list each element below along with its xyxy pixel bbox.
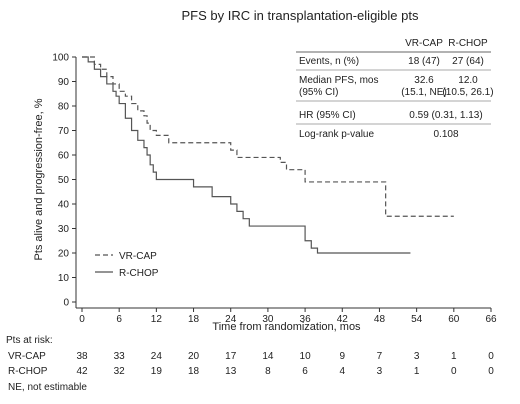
stats-row-value: 32.6: [414, 75, 434, 86]
stats-row-label: (95% CI): [299, 87, 338, 98]
x-tick-label: 42: [337, 314, 349, 325]
risk-value: 3: [414, 351, 420, 362]
risk-value: 14: [262, 351, 274, 362]
x-tick-label: 18: [188, 314, 200, 325]
risk-value: 3: [377, 366, 383, 377]
y-tick-label: 90: [58, 77, 70, 88]
risk-value: 20: [188, 351, 200, 362]
stats-table: VR-CAP R-CHOP Events, n (%) 18 (47) 27 (64) M…: [296, 38, 494, 140]
risk-value: 9: [339, 351, 345, 362]
x-tick-label: 60: [448, 314, 460, 325]
risk-value: 32: [114, 366, 126, 377]
risk-value: 7: [377, 351, 383, 362]
x-tick-label: 0: [79, 314, 85, 325]
risk-value: 8: [265, 366, 271, 377]
stats-row-label: Events, n (%): [299, 56, 359, 67]
legend: VR-CAP R-CHOP: [95, 251, 159, 279]
stats-row-value: 12.0: [458, 75, 478, 86]
x-tick-label: 12: [151, 314, 163, 325]
risk-value: 10: [300, 351, 312, 362]
chart-title: PFS by IRC in transplantation-eligible p…: [181, 8, 419, 23]
series-line-r-chop: [82, 56, 411, 254]
x-tick-label: 66: [485, 314, 497, 325]
stats-row-label: Median PFS, mos: [299, 75, 378, 86]
axes: 0 6 12 18 24 30 36 42 48 54 60 66 0 10 20 30 40 50 60 70 80 9…: [33, 53, 497, 334]
risk-value: 42: [76, 366, 88, 377]
legend-label-vr-cap: VR-CAP: [119, 251, 157, 262]
y-tick-label: 30: [58, 224, 70, 235]
x-tick-label: 54: [411, 314, 423, 325]
risk-row-name: VR-CAP: [8, 351, 46, 362]
stats-row-value: 0.59 (0.31, 1.13): [409, 110, 482, 121]
risk-value: 19: [151, 366, 163, 377]
risk-value: 24: [151, 351, 163, 362]
x-tick-label: 6: [116, 314, 122, 325]
risk-value: 0: [488, 351, 494, 362]
y-tick-label: 20: [58, 249, 70, 260]
stats-row-value: 0.108: [433, 129, 458, 140]
stats-row-label: Log-rank p-value: [299, 129, 374, 140]
y-tick-label: 100: [52, 53, 69, 64]
risk-value: 17: [225, 351, 237, 362]
x-tick-label: 48: [374, 314, 386, 325]
x-tick-label: 30: [262, 314, 274, 325]
x-axis-label: Time from randomization, mos: [212, 321, 361, 333]
series-line-vr-cap: [82, 56, 454, 217]
risk-value: 33: [114, 351, 126, 362]
y-tick-label: 70: [58, 126, 70, 137]
risk-value: 0: [488, 366, 494, 377]
y-tick-label: 80: [58, 102, 70, 113]
x-tick-label: 36: [300, 314, 312, 325]
risk-value: 1: [414, 366, 420, 377]
risk-value: 6: [302, 366, 308, 377]
risk-value: 4: [339, 366, 345, 377]
y-tick-label: 10: [58, 273, 70, 284]
stats-row-value: (15.1, NE): [401, 87, 447, 98]
risk-value: 38: [76, 351, 88, 362]
y-tick-label: 0: [63, 298, 69, 309]
series-layer: [82, 56, 454, 254]
stats-row-value: (10.5, 26.1): [442, 87, 493, 98]
risk-value: 18: [188, 366, 200, 377]
stats-row-value: 18 (47): [408, 56, 440, 67]
stats-header-rchop: R-CHOP: [448, 38, 488, 49]
risk-table-label: Pts at risk:: [6, 335, 53, 346]
stats-row-value: 27 (64): [452, 56, 484, 67]
risk-value: 1: [451, 351, 457, 362]
stats-header-vrcap: VR-CAP: [405, 38, 443, 49]
risk-value: 0: [451, 366, 457, 377]
y-tick-label: 40: [58, 200, 70, 211]
stats-row-label: HR (95% CI): [299, 110, 356, 121]
footnote: NE, not estimable: [8, 382, 87, 393]
y-tick-label: 50: [58, 175, 70, 186]
y-tick-label: 60: [58, 151, 70, 162]
risk-value: 13: [225, 366, 237, 377]
x-tick-label: 24: [225, 314, 237, 325]
legend-label-r-chop: R-CHOP: [119, 268, 159, 279]
risk-row-name: R-CHOP: [8, 366, 48, 377]
y-axis-label: Pts alive and progression-free, %: [33, 98, 45, 260]
risk-table: Pts at risk:VR-CAP 38 33 24 20 17 14 10 9 7 3 1 0R-C…: [6, 335, 494, 377]
